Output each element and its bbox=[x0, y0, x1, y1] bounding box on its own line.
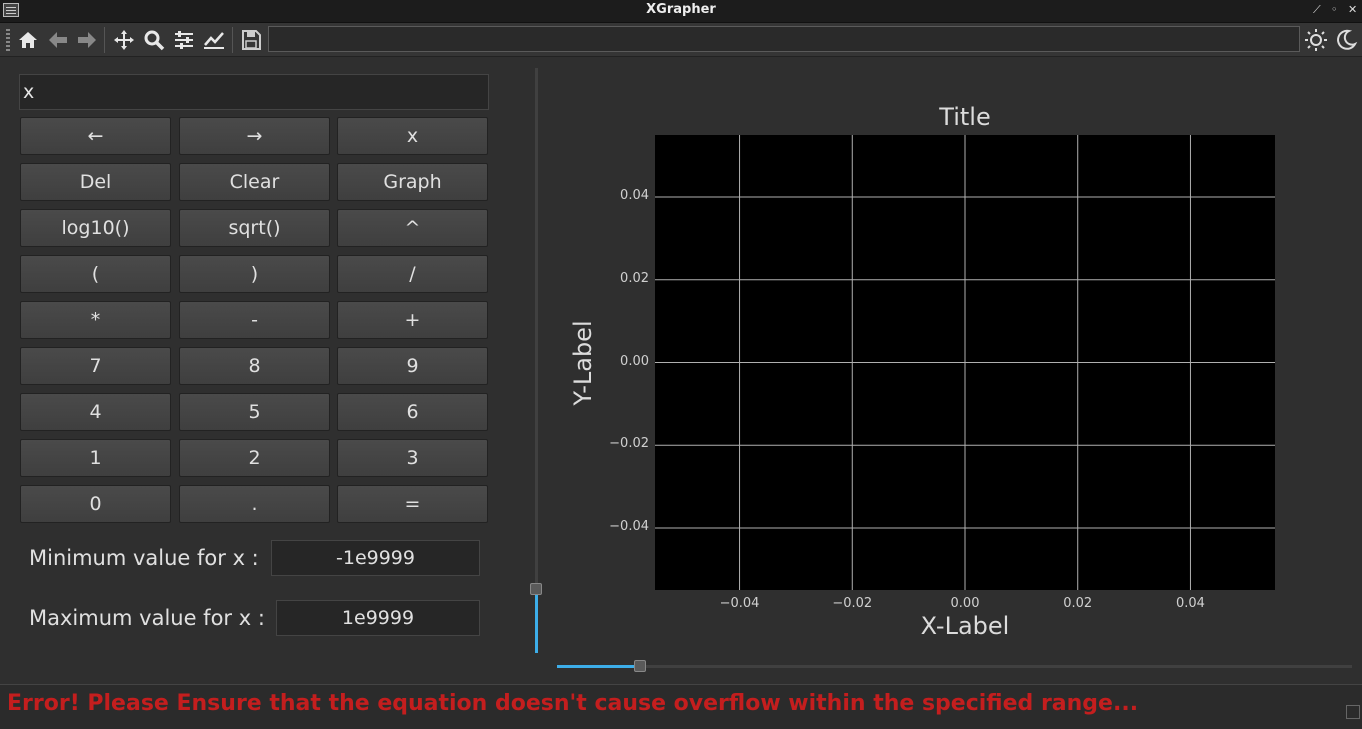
y-tick-label: 0.02 bbox=[620, 270, 649, 286]
key-button[interactable]: ) bbox=[179, 255, 330, 293]
key-button[interactable]: 7 bbox=[20, 347, 171, 385]
y-tick-label: 0.04 bbox=[620, 188, 649, 204]
y-tick-label: −0.02 bbox=[609, 436, 649, 452]
key-button[interactable]: 0 bbox=[20, 485, 171, 523]
key-button[interactable]: sqrt() bbox=[179, 209, 330, 247]
key-button[interactable]: + bbox=[337, 301, 488, 339]
configure-subplots-icon[interactable] bbox=[170, 26, 197, 53]
key-button[interactable]: 9 bbox=[337, 347, 488, 385]
minimize-icon[interactable]: ⟋ bbox=[1313, 3, 1321, 16]
x-tick-label: 0.00 bbox=[950, 596, 980, 611]
key-button[interactable]: 4 bbox=[20, 393, 171, 431]
horizontal-slider-handle[interactable] bbox=[634, 660, 646, 672]
title-bar: XGrapher ⟋ ◦ ✕ bbox=[0, 0, 1362, 23]
error-message: Error! Please Ensure that the equation d… bbox=[7, 691, 1139, 716]
x-axis-label: X-Label bbox=[920, 612, 1010, 640]
vertical-slider-fill bbox=[535, 592, 538, 653]
x-tick-label: 0.04 bbox=[1175, 596, 1205, 611]
key-button[interactable]: 8 bbox=[179, 347, 330, 385]
maximize-icon[interactable]: ◦ bbox=[1331, 3, 1338, 16]
sun-icon[interactable] bbox=[1302, 26, 1329, 53]
key-button[interactable]: * bbox=[20, 301, 171, 339]
close-icon[interactable]: ✕ bbox=[1348, 3, 1358, 16]
key-button[interactable]: Graph bbox=[337, 163, 488, 201]
key-button[interactable]: 6 bbox=[337, 393, 488, 431]
key-button[interactable]: 3 bbox=[337, 439, 488, 477]
key-button[interactable]: x bbox=[337, 117, 488, 155]
vertical-slider-handle[interactable] bbox=[530, 583, 542, 595]
key-button[interactable]: = bbox=[337, 485, 488, 523]
edit-axes-icon[interactable] bbox=[200, 26, 227, 53]
min-value-label: Minimum value for x : bbox=[29, 546, 259, 570]
key-button[interactable]: ← bbox=[20, 117, 171, 155]
expression-input[interactable]: x bbox=[19, 74, 489, 110]
key-button[interactable]: ( bbox=[20, 255, 171, 293]
zoom-icon[interactable] bbox=[140, 26, 167, 53]
plot-grid bbox=[655, 135, 1275, 590]
y-tick-label: −0.04 bbox=[609, 518, 649, 534]
home-icon[interactable] bbox=[14, 26, 41, 53]
moon-icon[interactable] bbox=[1332, 26, 1359, 53]
status-bar: Error! Please Ensure that the equation d… bbox=[0, 684, 1362, 729]
max-value-label: Maximum value for x : bbox=[29, 606, 265, 630]
horizontal-slider-track[interactable] bbox=[557, 665, 1352, 668]
key-button[interactable]: / bbox=[337, 255, 488, 293]
key-button[interactable]: . bbox=[179, 485, 330, 523]
key-button[interactable]: → bbox=[179, 117, 330, 155]
toolbar-separator bbox=[104, 27, 105, 53]
key-button[interactable]: log10() bbox=[20, 209, 171, 247]
x-tick-label: −0.02 bbox=[832, 596, 873, 611]
navigation-toolbar bbox=[0, 23, 1362, 57]
vertical-slider-track[interactable] bbox=[535, 68, 538, 653]
min-value-field[interactable]: -1e9999 bbox=[271, 540, 480, 576]
key-button[interactable]: 2 bbox=[179, 439, 330, 477]
key-button[interactable]: Del bbox=[20, 163, 171, 201]
key-button[interactable]: Clear bbox=[179, 163, 330, 201]
chart-title: Title bbox=[939, 103, 991, 131]
max-value-field[interactable]: 1e9999 bbox=[276, 600, 480, 636]
toolbar-separator bbox=[232, 27, 233, 53]
key-button[interactable]: ^ bbox=[337, 209, 488, 247]
window-title: XGrapher bbox=[646, 2, 716, 17]
key-button[interactable]: 1 bbox=[20, 439, 171, 477]
y-tick-label: 0.00 bbox=[620, 353, 649, 369]
back-arrow-icon[interactable] bbox=[44, 26, 71, 53]
forward-arrow-icon[interactable] bbox=[73, 26, 100, 53]
plot-area[interactable] bbox=[655, 135, 1275, 590]
pan-icon[interactable] bbox=[110, 26, 137, 53]
key-button[interactable]: - bbox=[179, 301, 330, 339]
save-icon[interactable] bbox=[237, 26, 264, 53]
key-button[interactable]: 5 bbox=[179, 393, 330, 431]
coordinates-display bbox=[268, 26, 1300, 52]
horizontal-slider-fill bbox=[557, 665, 641, 668]
app-menu-icon[interactable] bbox=[3, 3, 19, 17]
x-tick-label: −0.04 bbox=[719, 596, 760, 611]
toolbar-grip-icon[interactable] bbox=[6, 29, 10, 51]
size-grip-icon[interactable] bbox=[1346, 705, 1360, 719]
x-tick-label: 0.02 bbox=[1063, 596, 1093, 611]
